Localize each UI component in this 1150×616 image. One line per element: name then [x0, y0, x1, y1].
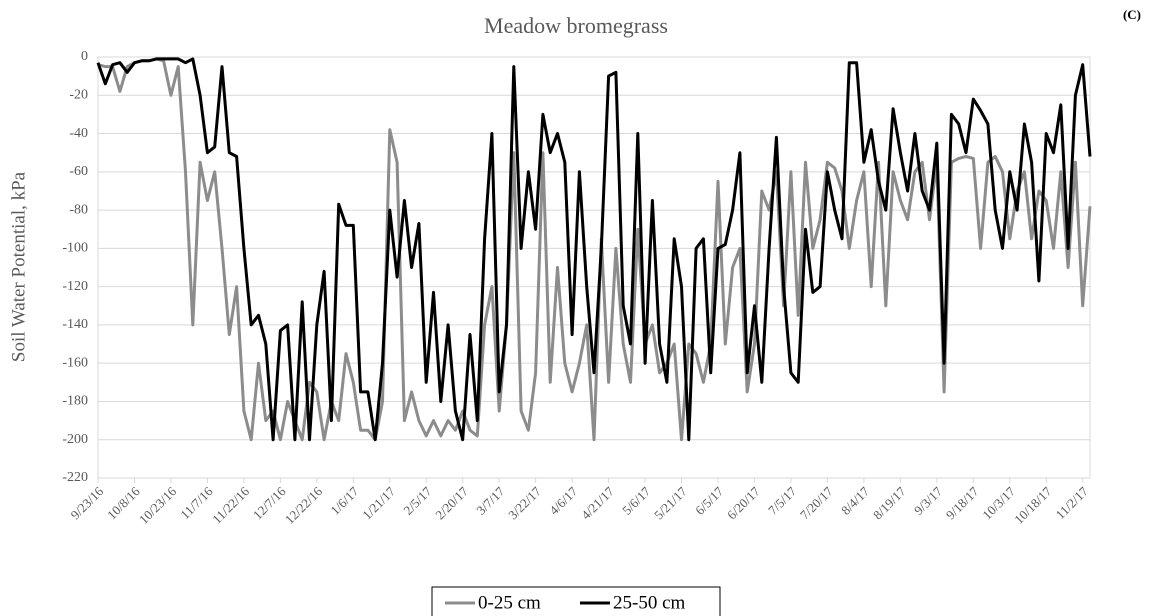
series-line: [96, 57, 1092, 442]
x-tick-label: 8/4/17: [838, 483, 872, 517]
y-axis-label: Soil Water Potential, kPa: [8, 171, 29, 362]
x-tick-label: 1/6/17: [327, 483, 361, 517]
y-tick-label: -180: [62, 394, 88, 409]
y-tick-label: -20: [69, 87, 88, 102]
y-tick-label: -140: [62, 317, 88, 332]
y-tick-label: -200: [62, 432, 88, 447]
x-tick-label: 11/2/17: [1053, 483, 1092, 522]
legend-label: 0-25 cm: [478, 592, 541, 613]
x-tick-label: 9/18/17: [943, 483, 982, 522]
y-tick-label: -160: [62, 355, 88, 370]
x-tick-label: 12/22/16: [282, 483, 326, 527]
y-tick-label: 0: [81, 49, 88, 64]
x-tick-label: 7/5/17: [765, 483, 799, 517]
x-tick-label: 9/3/17: [911, 483, 945, 517]
y-tick-label: -100: [62, 241, 88, 256]
x-tick-label: 5/6/17: [619, 483, 653, 517]
x-tick-label: 9/23/16: [68, 483, 107, 522]
series-line: [97, 57, 1092, 442]
panel-label: (C): [1123, 7, 1141, 22]
x-tick-label: 3/22/17: [505, 483, 544, 522]
y-tick-label: -80: [69, 202, 88, 217]
x-tick-label: 4/21/17: [578, 483, 617, 522]
y-tick-label: -120: [62, 279, 88, 294]
x-tick-label: 4/6/17: [546, 483, 580, 517]
x-tick-label: 5/21/17: [651, 483, 690, 522]
y-tick-label: -220: [62, 470, 88, 485]
x-tick-label: 7/20/17: [797, 483, 836, 522]
x-tick-label: 2/5/17: [400, 483, 434, 517]
legend-label: 25-50 cm: [613, 592, 686, 613]
x-tick-label: 8/19/17: [870, 483, 909, 522]
x-tick-label: 6/20/17: [724, 483, 763, 522]
chart-title: Meadow bromegrass: [484, 13, 668, 38]
x-tick-label: 10/23/16: [136, 483, 180, 527]
x-tick-label: 3/7/17: [473, 483, 507, 517]
y-tick-label: -40: [69, 126, 88, 141]
x-tick-label: 10/18/17: [1011, 483, 1055, 527]
y-tick-label: -60: [69, 164, 88, 179]
x-tick-label: 6/5/17: [692, 483, 726, 517]
x-tick-label: 1/21/17: [359, 483, 398, 522]
legend-box: [431, 586, 721, 616]
x-tick-label: 11/22/16: [209, 483, 252, 526]
x-tick-label: 2/20/17: [432, 483, 471, 522]
